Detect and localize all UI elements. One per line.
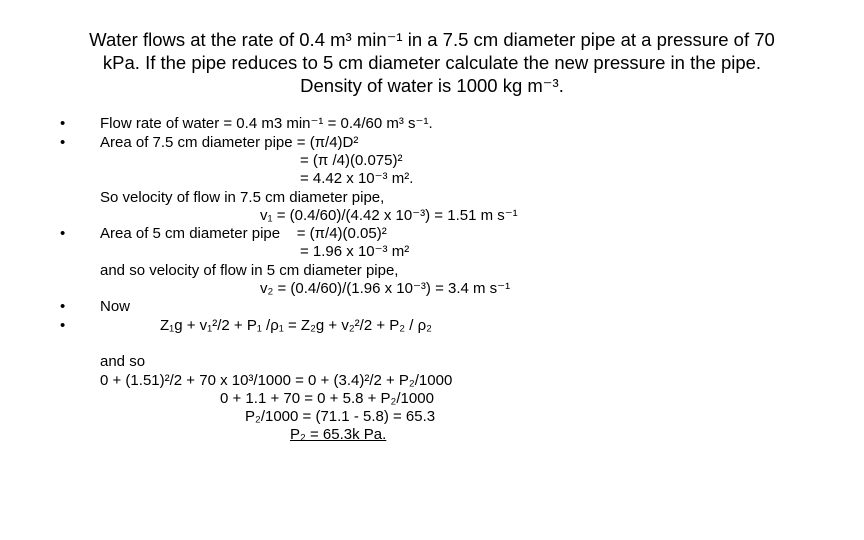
spacer xyxy=(60,170,82,188)
title-line-1: Water flows at the rate of 0.4 m³ min⁻¹ … xyxy=(89,29,775,50)
text-line: Now xyxy=(100,298,804,316)
bullet: • xyxy=(60,298,82,316)
text-line: 0 + (1.51)²/2 + 70 x 10³/1000 = 0 + (3.4… xyxy=(100,372,804,390)
spacer xyxy=(60,189,82,207)
text-line: P₂/1000 = (71.1 - 5.8) = 65.3 xyxy=(100,408,804,426)
title-line-3: Density of water is 1000 kg m⁻³. xyxy=(300,75,564,96)
bullet: • xyxy=(60,317,82,335)
text-line: and so velocity of flow in 5 cm diameter… xyxy=(100,262,804,280)
text-line xyxy=(100,335,804,353)
text-line: Z₁g + v₁²/2 + P₁ /ρ₁ = Z₂g + v₂²/2 + P₂ … xyxy=(100,317,804,335)
text-line: and so xyxy=(100,353,804,371)
solution-text: Flow rate of water = 0.4 m3 min⁻¹ = 0.4/… xyxy=(100,115,804,444)
spacer xyxy=(60,262,82,280)
text-line: = 4.42 x 10⁻³ m². xyxy=(100,170,804,188)
text-line: Area of 5 cm diameter pipe = (π/4)(0.05)… xyxy=(100,225,804,243)
text-line: 0 + 1.1 + 70 = 0 + 5.8 + P₂/1000 xyxy=(100,390,804,408)
text-line-answer: P₂ = 65.3k Pa. xyxy=(100,426,804,444)
bullet: • xyxy=(60,225,82,243)
slide-page: Water flows at the rate of 0.4 m³ min⁻¹ … xyxy=(0,0,864,445)
text-line: v₁ = (0.4/60)/(4.42 x 10⁻³) = 1.51 m s⁻¹ xyxy=(100,207,804,225)
problem-statement: Water flows at the rate of 0.4 m³ min⁻¹ … xyxy=(60,28,804,97)
text-line: Area of 7.5 cm diameter pipe = (π/4)D² xyxy=(100,134,804,152)
bullet-column: • • • • • xyxy=(60,115,82,444)
bullet: • xyxy=(60,134,82,152)
bullet: • xyxy=(60,115,82,133)
body-area: • • • • • Flow rate of water = 0.4 m3 mi… xyxy=(60,115,804,444)
title-line-2: kPa. If the pipe reduces to 5 cm diamete… xyxy=(103,52,761,73)
spacer xyxy=(60,207,82,225)
spacer xyxy=(60,280,82,298)
text-line: = (π /4)(0.075)² xyxy=(100,152,804,170)
spacer xyxy=(60,243,82,261)
text-line: = 1.96 x 10⁻³ m² xyxy=(100,243,804,261)
text-line: Flow rate of water = 0.4 m3 min⁻¹ = 0.4/… xyxy=(100,115,804,133)
text-line: v₂ = (0.4/60)/(1.96 x 10⁻³) = 3.4 m s⁻¹ xyxy=(100,280,804,298)
spacer xyxy=(60,152,82,170)
text-line: So velocity of flow in 7.5 cm diameter p… xyxy=(100,189,804,207)
